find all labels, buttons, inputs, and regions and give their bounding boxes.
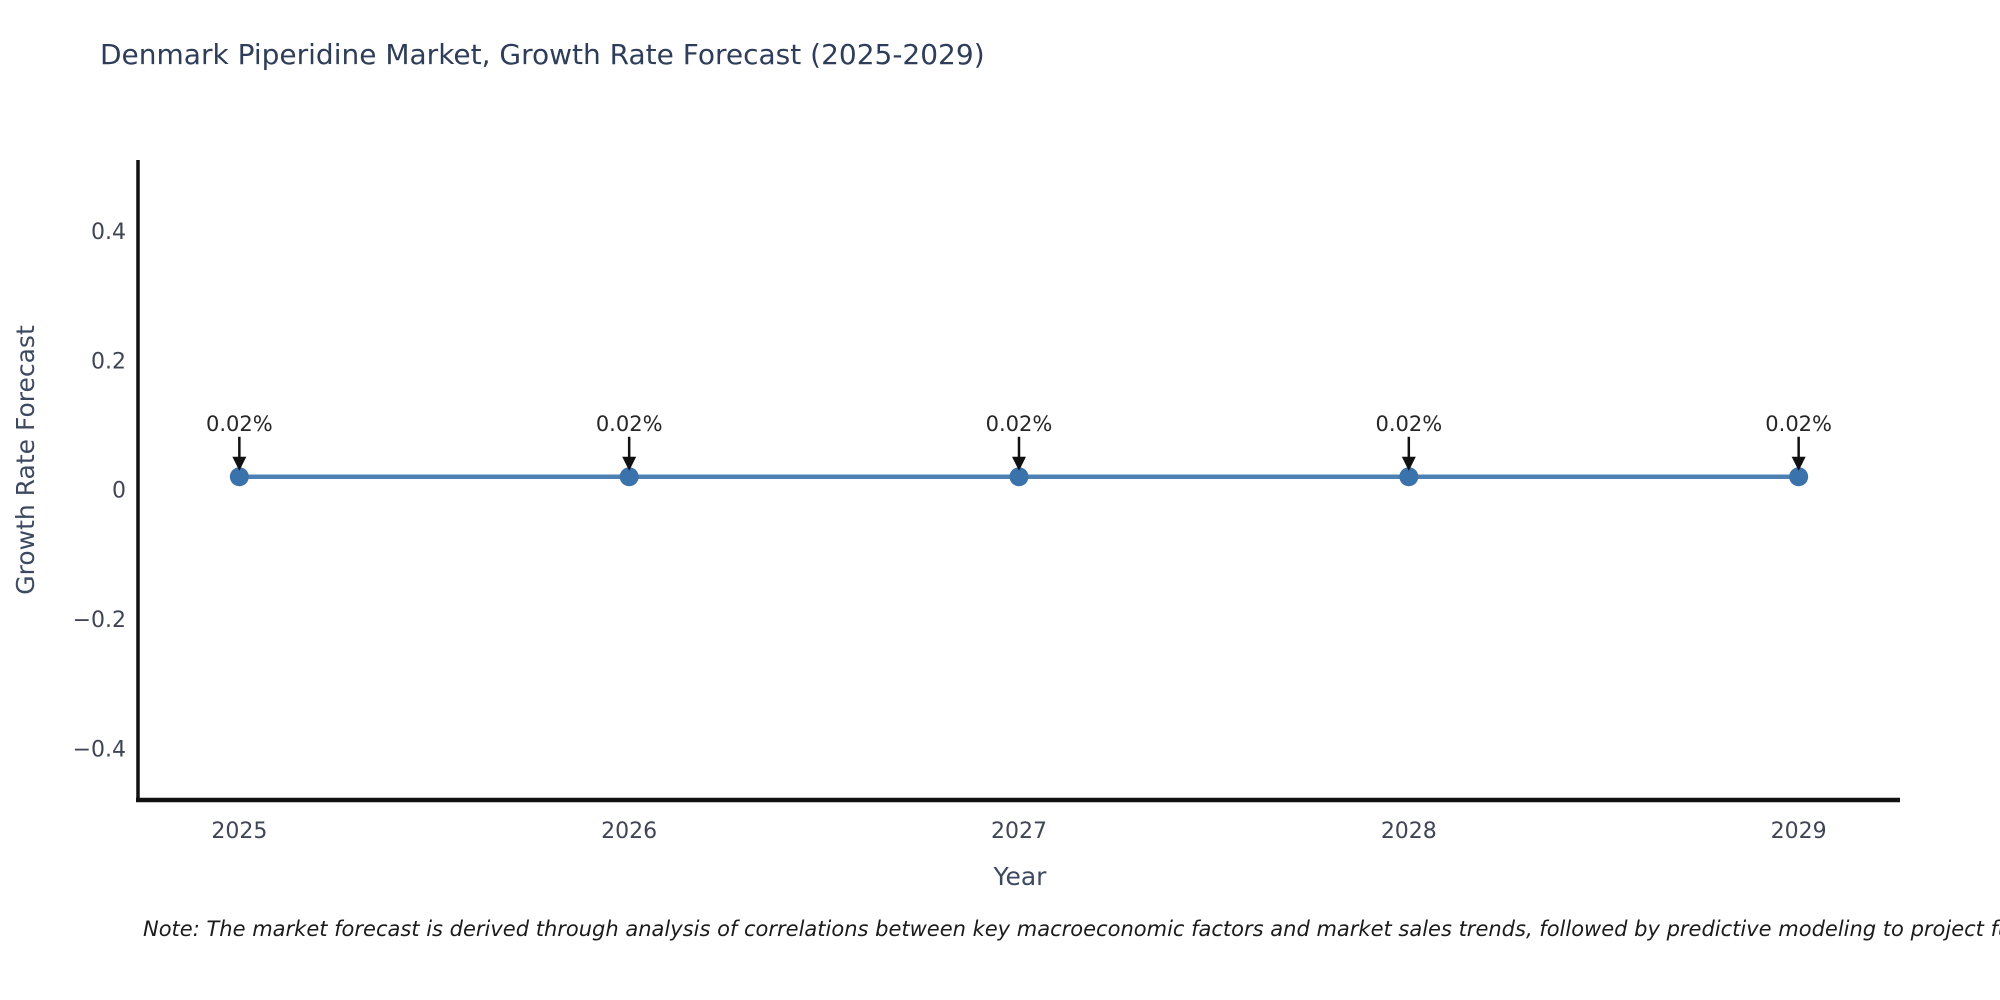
annotation-arrow-head — [232, 456, 247, 471]
annotation-label: 0.02% — [1375, 412, 1442, 436]
data-point-2027 — [1009, 467, 1029, 487]
x-axis-label: Year — [993, 862, 1048, 891]
annotation-label: 0.02% — [596, 412, 663, 436]
annotation-arrow-head — [1791, 456, 1806, 471]
data-point-2029 — [1789, 467, 1809, 487]
x-tick-label: 2027 — [991, 819, 1047, 844]
x-tick-label: 2028 — [1381, 819, 1437, 844]
y-tick-label: 0.2 — [91, 349, 126, 374]
y-tick-label: 0 — [112, 479, 126, 504]
annotation-label: 0.02% — [206, 412, 273, 436]
data-point-2028 — [1399, 467, 1419, 487]
x-tick-label: 2029 — [1771, 819, 1827, 844]
annotation-label: 0.02% — [1765, 412, 1832, 436]
annotation-arrow-head — [622, 456, 637, 471]
annotation-label: 0.02% — [986, 412, 1053, 436]
x-tick-label: 2025 — [211, 819, 267, 844]
y-tick-label: 0.4 — [91, 220, 126, 245]
annotation-arrow-head — [1012, 456, 1026, 471]
chart-title: Denmark Piperidine Market, Growth Rate F… — [100, 38, 985, 71]
plot-area: 0.4 0.2 0 −0.2 −0.4 2025 2026 2027 2028 2029 0.02%… — [73, 160, 1900, 844]
growth-rate-line-chart: Growth Rate Forecast Year 0.4 0.2 0 −0.2 −0.… — [11, 160, 1900, 891]
y-tick-label: −0.4 — [73, 737, 126, 762]
x-tick-label: 2026 — [601, 819, 657, 844]
annotation-arrow-head — [1401, 456, 1416, 471]
data-point-2025 — [229, 467, 249, 487]
y-axis-label: Growth Rate Forecast — [11, 325, 40, 595]
data-point-2026 — [619, 467, 639, 487]
footnote: Note: The market forecast is derived thr… — [143, 917, 2000, 941]
y-tick-label: −0.2 — [73, 608, 126, 633]
